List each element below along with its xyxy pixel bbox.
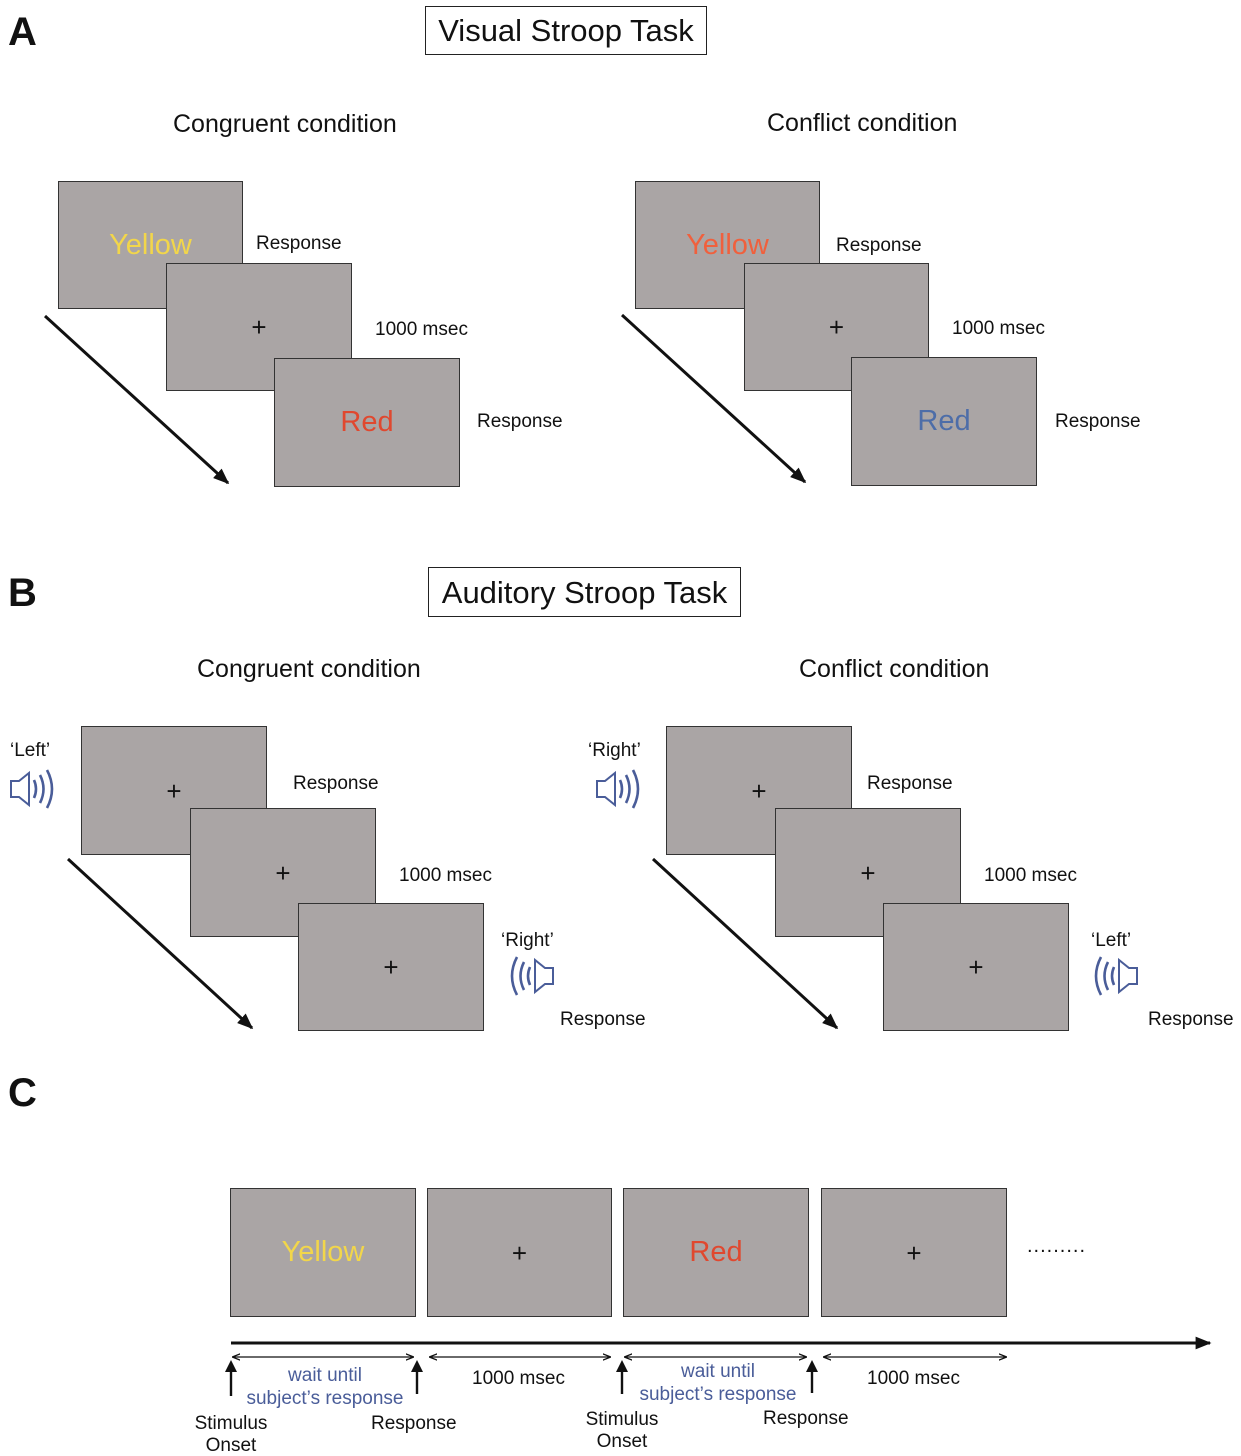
- event-arrow-icon: [616, 1360, 628, 1394]
- speaker-icon: [10, 769, 54, 809]
- speaker-icon: [1094, 956, 1138, 996]
- fixation-cross: +: [383, 952, 399, 982]
- panel-c-card-4: +: [821, 1188, 1007, 1317]
- interval-label: 1000 msec: [867, 1368, 960, 1389]
- fixation-cross: +: [751, 775, 767, 806]
- wait-label-line2: subject’s response: [639, 1384, 797, 1405]
- panel-c-card-1: Yellow: [230, 1188, 416, 1317]
- onset-label: Onset: [205, 1435, 257, 1456]
- stimulus-label: Stimulus: [194, 1413, 268, 1434]
- sound-word: ‘Right’: [588, 740, 641, 761]
- event-arrow-icon: [806, 1360, 818, 1393]
- fixation-cross: +: [251, 312, 267, 342]
- panel-a-title: Visual Stroop Task: [425, 6, 707, 55]
- panel-a-conflict-heading: Conflict condition: [767, 109, 958, 137]
- stimulus-word: Yellow: [281, 1236, 365, 1268]
- panel-a-congruent-card-word2: Red: [274, 358, 460, 487]
- stimulus-word: Red: [340, 406, 394, 438]
- response-label: Response: [256, 233, 342, 254]
- interval-label: 1000 msec: [399, 865, 492, 886]
- response-label: Response: [836, 235, 922, 256]
- response-label: Response: [560, 1009, 646, 1030]
- response-label: Response: [1055, 411, 1141, 432]
- fixation-cross: +: [906, 1237, 922, 1268]
- event-arrow-icon: [411, 1360, 423, 1394]
- interval-label: 1000 msec: [472, 1368, 565, 1389]
- wait-label-line1: wait until: [288, 1365, 362, 1386]
- response-label: Response: [763, 1408, 849, 1429]
- panel-a-congruent-heading: Congruent condition: [173, 110, 397, 138]
- panel-a-conflict-card-word2: Red: [851, 357, 1037, 486]
- speaker-icon: [596, 769, 640, 809]
- fixation-cross: +: [511, 1237, 528, 1268]
- sound-word: ‘Right’: [501, 930, 554, 951]
- time-arrow-icon: [651, 857, 839, 1030]
- event-arrow-icon: [225, 1360, 237, 1396]
- fixation-cross: +: [275, 857, 291, 888]
- interval-label: 1000 msec: [375, 319, 468, 340]
- panel-c-card-2: +: [427, 1188, 612, 1317]
- stimulus-word: Yellow: [686, 228, 769, 261]
- stimulus-label: Stimulus: [585, 1409, 659, 1430]
- time-arrow-icon: [620, 313, 807, 484]
- panel-b-conflict-card2: +: [775, 808, 961, 937]
- panel-c-card-3: Red: [623, 1188, 809, 1317]
- speaker-icon: [510, 956, 554, 996]
- fixation-cross: +: [860, 857, 876, 888]
- stimulus-word: Yellow: [109, 228, 192, 261]
- interval-label: 1000 msec: [984, 865, 1077, 886]
- sound-word: ‘Left’: [1091, 930, 1132, 951]
- panel-b-title: Auditory Stroop Task: [428, 567, 741, 617]
- wait-label-line1: wait until: [681, 1361, 755, 1382]
- panel-b-letter: B: [8, 571, 37, 615]
- panel-b-conflict-heading: Conflict condition: [799, 655, 990, 683]
- panel-b-congruent-heading: Congruent condition: [197, 655, 421, 683]
- fixation-cross: +: [166, 775, 182, 806]
- fixation-cross: +: [828, 312, 845, 342]
- panel-b-congruent-card3: +: [298, 903, 484, 1031]
- response-label: Response: [371, 1413, 457, 1434]
- stimulus-word: Red: [917, 405, 971, 437]
- response-label: Response: [293, 773, 379, 794]
- time-arrow-icon: [43, 314, 230, 485]
- fixation-cross: +: [968, 952, 984, 982]
- onset-label: Onset: [596, 1431, 648, 1452]
- stimulus-word: Red: [689, 1236, 743, 1268]
- interval-label: 1000 msec: [952, 318, 1045, 339]
- panel-c-letter: C: [8, 1071, 37, 1115]
- panel-b-conflict-card3: +: [883, 903, 1069, 1031]
- response-label: Response: [477, 411, 563, 432]
- panel-a-congruent-card-word1: Yellow: [58, 181, 243, 309]
- continuation-ellipsis: .........: [1027, 1235, 1087, 1257]
- panel-a-letter: A: [8, 10, 37, 54]
- sound-word: ‘Left’: [10, 740, 51, 761]
- wait-label-line2: subject’s response: [246, 1388, 404, 1409]
- response-label: Response: [867, 773, 953, 794]
- response-label: Response: [1148, 1009, 1234, 1030]
- time-arrow-icon: [66, 857, 254, 1030]
